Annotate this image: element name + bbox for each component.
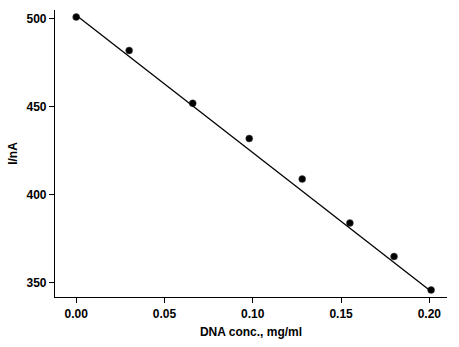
svg-text:0.15: 0.15: [329, 307, 353, 321]
svg-text:450: 450: [26, 100, 46, 114]
svg-text:0.20: 0.20: [418, 307, 442, 321]
svg-text:DNA conc., mg/ml: DNA conc., mg/ml: [200, 325, 302, 339]
svg-text:400: 400: [26, 188, 46, 202]
svg-text:350: 350: [26, 276, 46, 290]
svg-text:0.00: 0.00: [65, 307, 89, 321]
svg-text:0.05: 0.05: [153, 307, 177, 321]
svg-text:0.10: 0.10: [241, 307, 265, 321]
svg-text:500: 500: [26, 12, 46, 26]
svg-text:I/nA: I/nA: [6, 142, 20, 165]
